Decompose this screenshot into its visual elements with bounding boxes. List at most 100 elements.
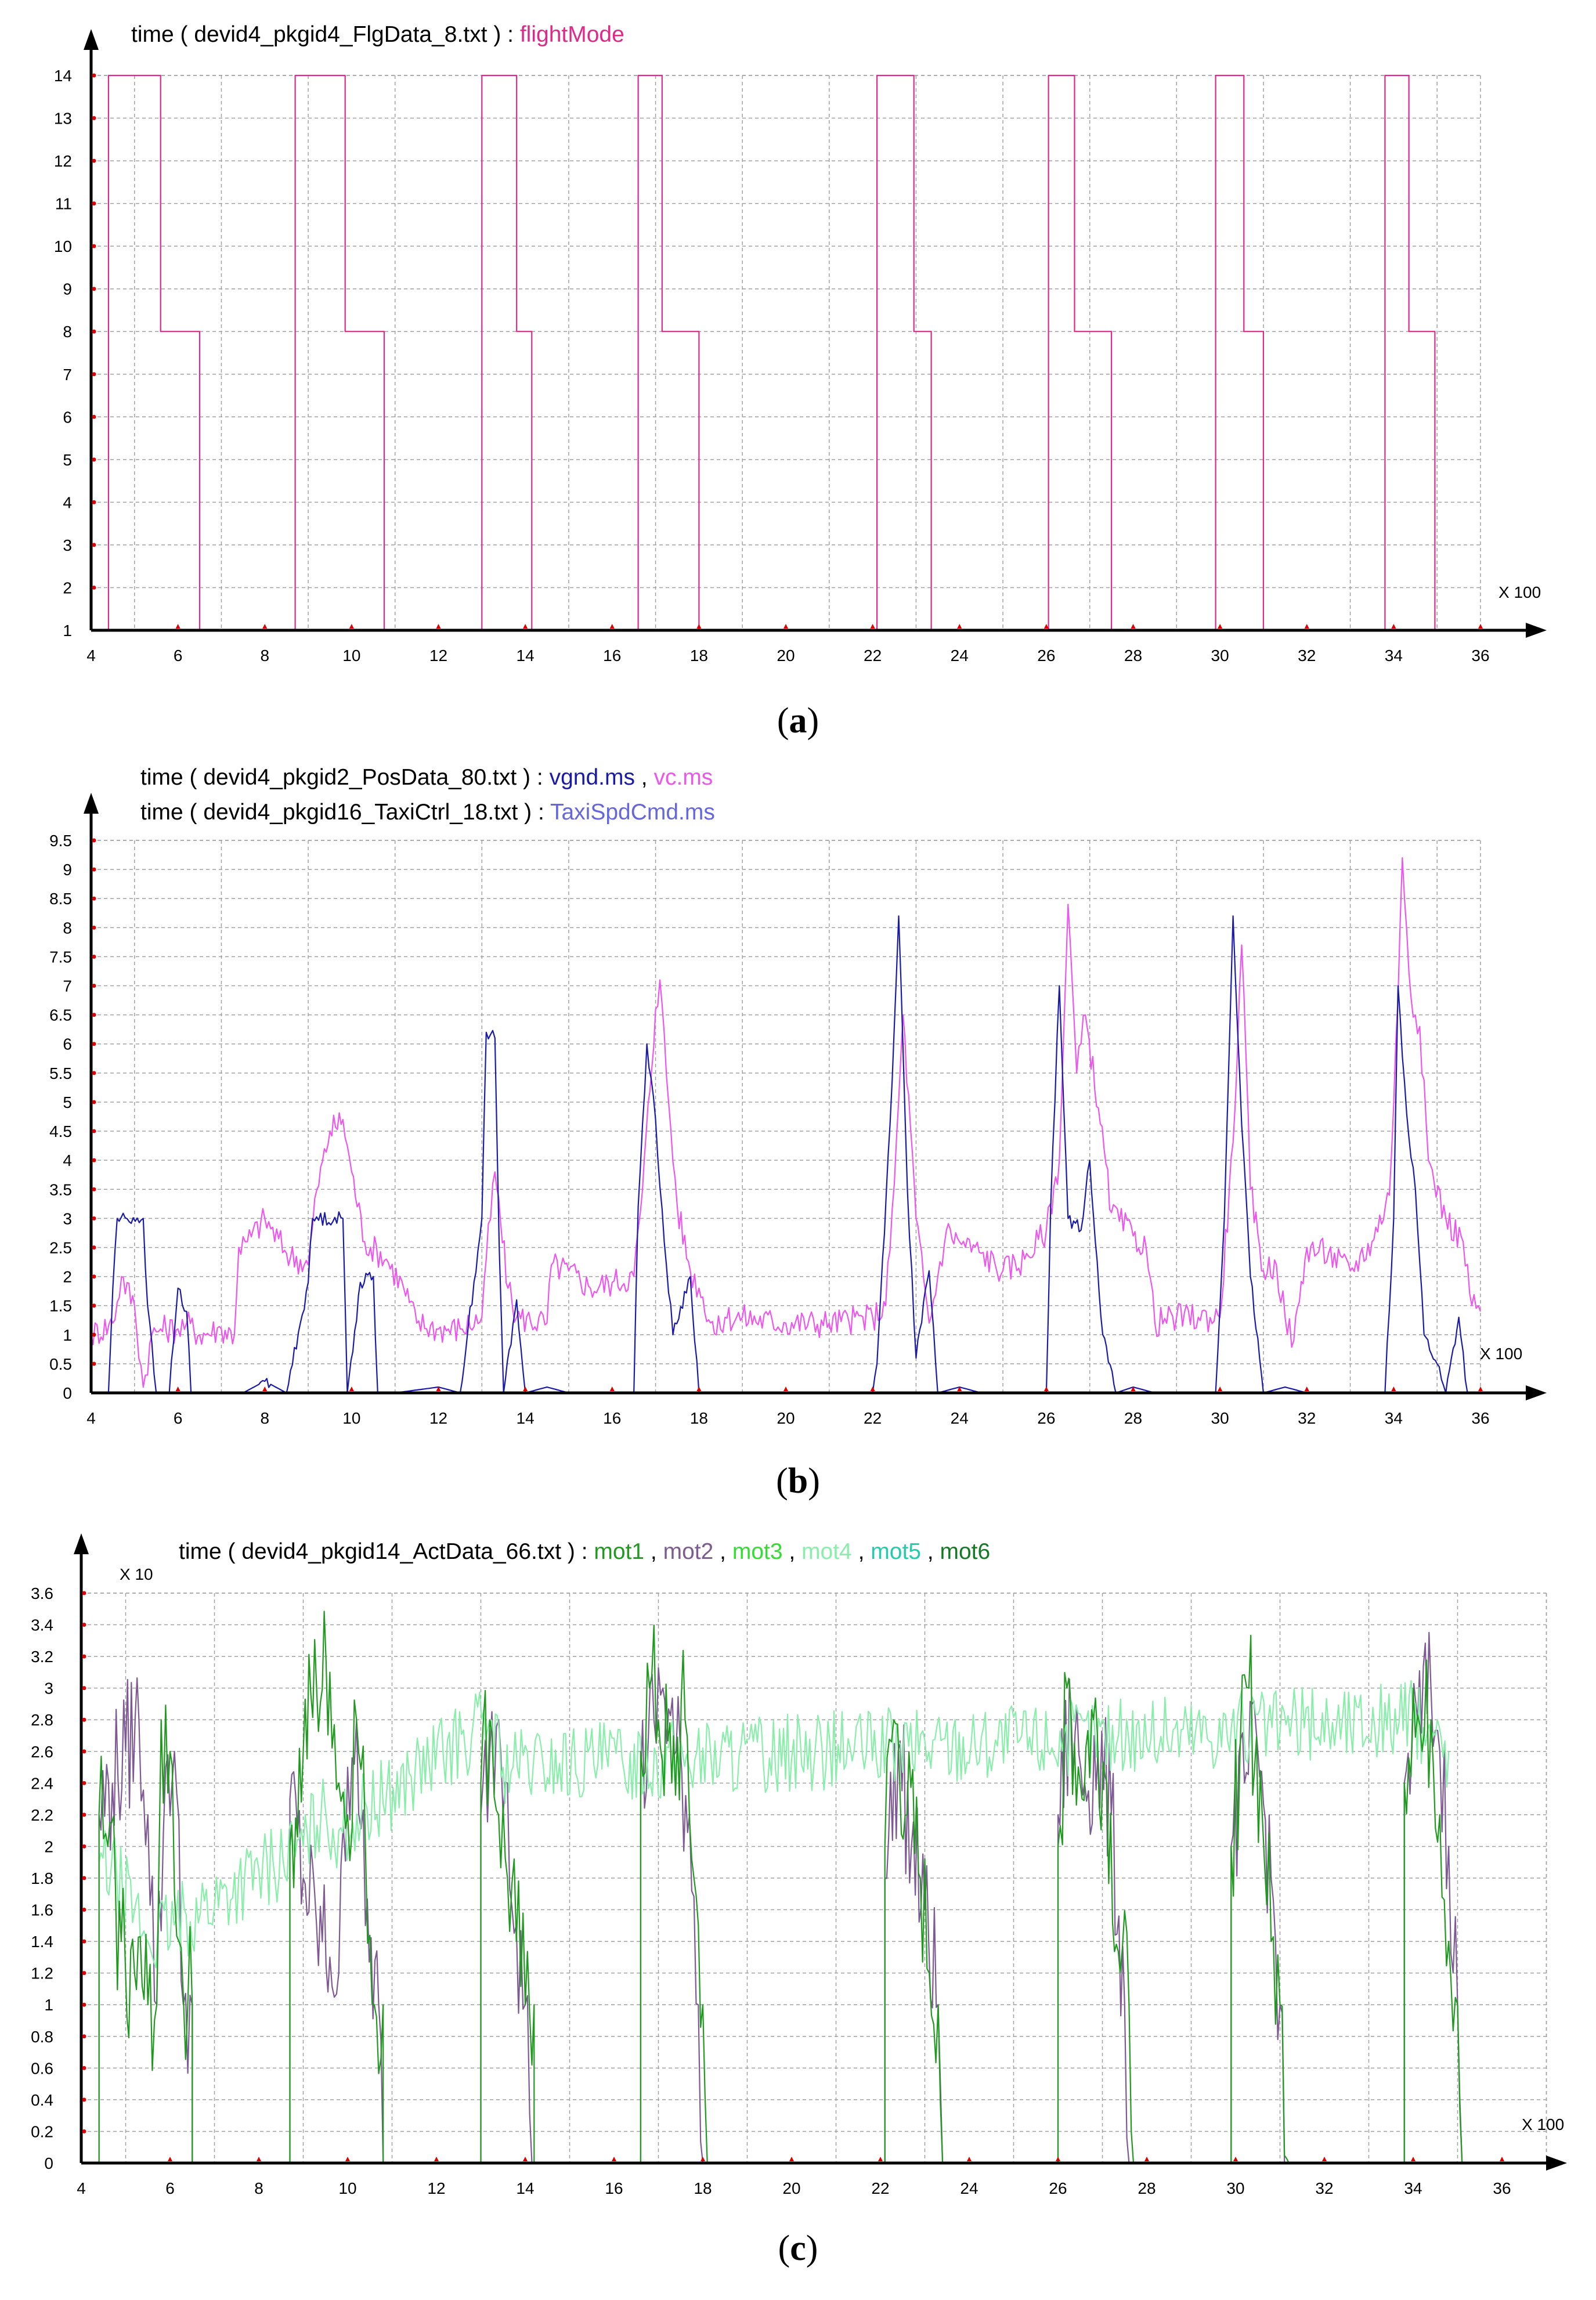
x-tick-marker (696, 1387, 702, 1391)
x-tick-label: 26 (1037, 1409, 1055, 1427)
x-tick-label: 12 (429, 647, 447, 665)
y-tick-marker (92, 1100, 96, 1104)
y-tick-label: 0.4 (31, 2091, 53, 2109)
title-text: , (921, 1539, 940, 1564)
legend-entry: mot3 (732, 1539, 783, 1564)
y-tick-marker (82, 2034, 86, 2039)
x-tick-marker (696, 624, 702, 629)
y-tick-label: 1.8 (31, 1869, 53, 1887)
x-tick-marker (523, 1387, 528, 1391)
y-tick-marker (92, 867, 96, 872)
y-tick-marker (92, 73, 96, 78)
x-tick-marker (700, 2157, 705, 2161)
x-tick-label: 22 (871, 2179, 889, 2197)
x-tick-marker (957, 624, 962, 629)
legend-entry: mot4 (801, 1539, 852, 1564)
x-tick-label: 24 (951, 1409, 969, 1427)
x-tick-label: 28 (1124, 1409, 1142, 1427)
y-tick-marker (92, 116, 96, 121)
x-tick-label: 36 (1471, 647, 1489, 665)
x-tick-label: 36 (1471, 1409, 1489, 1427)
y-tick-label: 6.5 (49, 1006, 72, 1024)
x-tick-label: 6 (174, 647, 183, 665)
y-tick-marker (92, 954, 96, 959)
y-tick-label: 1.2 (31, 1965, 53, 1983)
x-tick-marker (1043, 1387, 1049, 1391)
y-tick-marker (82, 2097, 86, 2102)
y-tick-marker (82, 1939, 86, 1944)
y-axis-arrow (74, 1533, 89, 1554)
y-tick-label: 7 (63, 366, 72, 384)
y-tick-label: 3 (44, 1680, 53, 1698)
title-text: , (852, 1539, 871, 1564)
x-tick-label: 12 (427, 2179, 445, 2197)
x-tick-label: 32 (1298, 1409, 1316, 1427)
y-tick-label: 4 (63, 493, 72, 511)
x-tick-marker (1144, 2157, 1149, 2161)
y-tick-marker (92, 457, 96, 462)
y-tick-label: 9 (63, 280, 72, 298)
x-tick-label: 16 (605, 2179, 623, 2197)
series-line-flightMode (91, 74, 1481, 631)
x-tick-label: 34 (1404, 2179, 1422, 2197)
x-axis-arrow (1526, 623, 1547, 638)
x-tick-marker (523, 2157, 528, 2161)
chart-title-line: time ( devid4_pkgid14_ActData_66.txt ) :… (179, 1539, 990, 1564)
grid (91, 75, 1481, 630)
y-tick-label: 5 (63, 451, 72, 469)
x-tick-marker (609, 624, 615, 629)
x-tick-marker (609, 1387, 615, 1391)
y-tick-marker (82, 1591, 86, 1595)
caption-paren: ( (777, 701, 789, 741)
y-tick-marker (92, 1333, 96, 1337)
y-tick-marker (82, 1908, 86, 1912)
y-tick-label: 2.6 (31, 1743, 53, 1761)
x-tick-marker (1391, 1387, 1396, 1391)
x-tick-marker (1131, 1387, 1136, 1391)
x-tick-label: 18 (694, 2179, 712, 2197)
y-tick-marker (82, 2129, 86, 2133)
panel-caption: (c) (778, 2229, 818, 2268)
y-tick-marker (92, 543, 96, 547)
x-tick-marker (349, 1387, 354, 1391)
x-tick-label: 14 (517, 1409, 535, 1427)
y-tick-label: 3 (63, 536, 72, 554)
x-tick-marker (789, 2157, 794, 2161)
y-tick-label: 0.6 (31, 2059, 53, 2077)
x-tick-marker (434, 2157, 439, 2161)
title-text: time ( devid4_pkgid2_PosData_80.txt ) : (140, 765, 550, 790)
x-tick-label: 4 (77, 2179, 86, 2197)
y-tick-marker (92, 1013, 96, 1017)
y-tick-label: 2 (63, 1268, 72, 1286)
x-multiplier-label: X 100 (1498, 583, 1541, 601)
y-tick-label: 1.5 (49, 1297, 72, 1315)
y-tick-label: 2.2 (31, 1806, 53, 1824)
x-tick-marker (783, 624, 788, 629)
x-tick-marker (1478, 1387, 1483, 1391)
x-tick-marker (436, 1387, 441, 1391)
y-tick-label: 9 (63, 861, 72, 879)
x-axis-arrow (1526, 1385, 1547, 1400)
title-text: , (713, 1539, 732, 1564)
x-tick-marker (870, 1387, 875, 1391)
y-tick-label: 0.8 (31, 2028, 53, 2046)
y-tick-marker (92, 158, 96, 163)
x-tick-marker (1322, 2157, 1327, 2161)
panel-caption: (b) (776, 1461, 820, 1501)
legend-entry: mot2 (663, 1539, 714, 1564)
x-tick-label: 32 (1298, 647, 1316, 665)
y-tick-label: 13 (54, 110, 72, 128)
y-tick-marker (82, 1781, 86, 1785)
y-tick-marker (92, 1071, 96, 1075)
x-tick-label: 28 (1138, 2179, 1156, 2197)
y-tick-label: 0.2 (31, 2122, 53, 2140)
x-tick-label: 6 (165, 2179, 175, 2197)
y-tick-marker (92, 984, 96, 988)
panel-c: 0 0.2 0.4 0.6 0.8 1 1.2 1.4 1.6 1.8 2 2.2 2.4 2.6 2.8 3… (31, 1533, 1567, 2268)
x-tick-marker (1478, 624, 1483, 629)
x-tick-marker (878, 2157, 883, 2161)
x-tick-marker (436, 624, 441, 629)
y-tick-marker (92, 414, 96, 419)
legend-entry: mot6 (940, 1539, 990, 1564)
panel-b: 0 0.5 1 1.5 2 2.5 3 3.5 4 4.5 5 5.5 6 6.5 7 7.5 8 8.5 9 9.5… (49, 765, 1547, 1501)
